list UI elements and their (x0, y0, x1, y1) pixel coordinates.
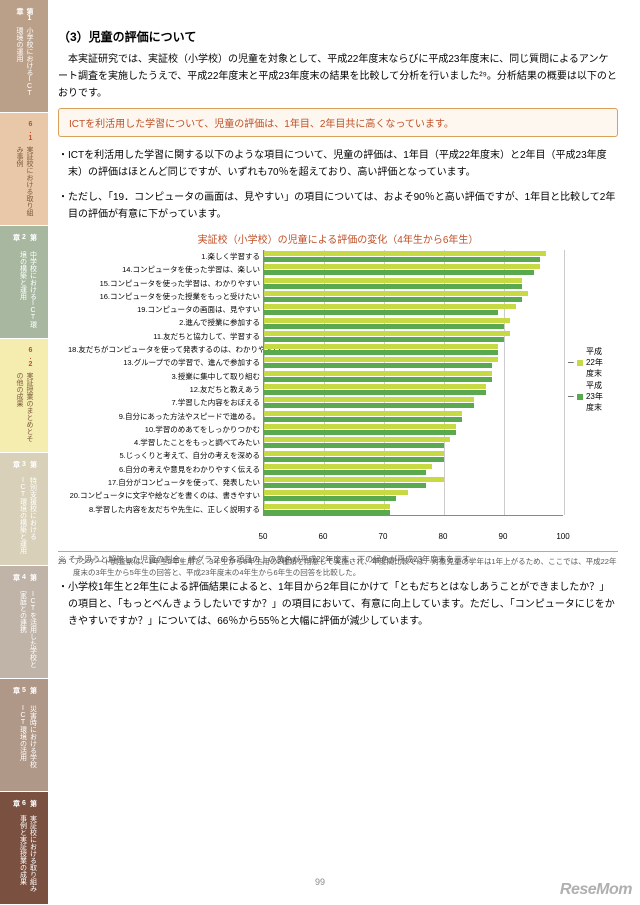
bar-year23 (264, 403, 474, 408)
bar-label: 8.学習した内容を友だちや先生に、正しく説明する (68, 503, 263, 516)
bar-label: 5.じっくりと考えて、自分の考えを深める (68, 449, 263, 462)
bar-year23 (264, 496, 396, 501)
bar-year22 (264, 304, 516, 309)
bar-label: 1.楽しく学習する (68, 250, 263, 263)
bar-year23 (264, 257, 540, 262)
watermark-logo: ReseMom (560, 881, 632, 899)
bar-label: 20.コンピュータに文字や絵などを書くのは、書きやすい (68, 489, 263, 502)
bar-year23 (264, 483, 426, 488)
page-number: 99 (315, 877, 325, 887)
chapter-tab[interactable]: 第1章小学校におけるICT環境の運用 (0, 0, 48, 113)
bar-year22 (264, 397, 474, 402)
chapter-tab[interactable]: 第5章災害時における学校ICT環境の活用 (0, 679, 48, 792)
chart-legend: ─平成22年度末─平成23年度末 (568, 345, 608, 414)
bar-year23 (264, 337, 504, 342)
chapter-tab[interactable]: 第6章実証校における取り組み事例と実証授業の成果 (0, 792, 48, 905)
page-content: （3）児童の評価について 本実証研究では、実証校（小学校）の児童を対象として、平… (58, 28, 618, 638)
bar-year22 (264, 490, 408, 495)
footnote-text: 29 アンケート調査票は、1年生2年生用と、3年生から6年生用の2種類を用意して… (58, 556, 618, 579)
x-tick: 80 (439, 532, 448, 541)
bar-label: 2.進んで授業に参加する (68, 316, 263, 329)
bar-year22 (264, 504, 390, 509)
bar-year23 (264, 377, 492, 382)
chart-title: 実証校（小学校）の児童による評価の変化（4年生から6年生） (58, 231, 618, 246)
bar-year22 (264, 278, 522, 283)
bar-year22 (264, 424, 456, 429)
bar-year23 (264, 310, 498, 315)
bar-year22 (264, 411, 462, 416)
bar-year22 (264, 464, 432, 469)
x-tick: 70 (379, 532, 388, 541)
bar-label: 14.コンピュータを使った学習は、楽しい (68, 263, 263, 276)
bar-label: 16.コンピュータを使った授業をもっと受けたい (68, 290, 263, 303)
section-tab[interactable]: 6.2実証授業のまとめとその他の成果 (0, 339, 48, 452)
bar-year23 (264, 324, 504, 329)
bar-year22 (264, 291, 528, 296)
bar-year22 (264, 451, 444, 456)
bar-label: 6.自分の考えや意見をわかりやすく伝える (68, 463, 263, 476)
bullet-item: ・小学校1年生と2年生による評価結果によると、1年目から2年目にかけて「ともだち… (58, 579, 618, 630)
bar-label: 17.自分がコンピュータを使って、発表したい (68, 476, 263, 489)
bar-label: 3.授業に集中して取り組む (68, 370, 263, 383)
bar-year23 (264, 430, 456, 435)
bar-year22 (264, 264, 540, 269)
bar-year23 (264, 417, 462, 422)
bar-year23 (264, 284, 522, 289)
bar-year23 (264, 443, 444, 448)
bar-year23 (264, 470, 426, 475)
highlight-box: ICTを利活用した学習について、児童の評価は、1年目、2年目共に高くなっています… (58, 108, 618, 137)
bar-year23 (264, 270, 534, 275)
bar-year22 (264, 371, 492, 376)
bar-year22 (264, 331, 510, 336)
section-title: （3）児童の評価について (58, 28, 618, 45)
bar-year22 (264, 344, 498, 349)
section-tab[interactable]: 6.1実証校における取り組み事例 (0, 113, 48, 226)
bar-label: 15.コンピュータを使った学習は、わかりやすい (68, 277, 263, 290)
chapter-tab[interactable]: 第3章特別支援校におけるICT環境の構築と運用 (0, 453, 48, 566)
bar-label: 11.友だちと協力して、学習する (68, 330, 263, 343)
bar-year22 (264, 318, 510, 323)
bar-year23 (264, 297, 522, 302)
bar-year22 (264, 251, 546, 256)
bar-label: 9.自分にあった方法やスピードで進める。 (68, 410, 263, 423)
bar-year22 (264, 357, 498, 362)
horizontal-bar-chart: 1.楽しく学習する14.コンピュータを使った学習は、楽しい15.コンピュータを使… (68, 250, 608, 550)
bar-label: 19.コンピュータの画面は、見やすい (68, 303, 263, 316)
chapter-tab[interactable]: 第4章ICTを活用した学校と家庭との連携 (0, 566, 48, 679)
bar-year23 (264, 350, 498, 355)
footnote-area: 29 アンケート調査票は、1年生2年生用と、3年生から6年生用の2種類を用意して… (58, 551, 618, 579)
chapter-sidebar: 第1章小学校におけるICT環境の運用6.1実証校における取り組み事例第2章中学校… (0, 0, 48, 905)
x-tick: 90 (499, 532, 508, 541)
bar-label: 4.学習したことをもっと調べてみたい (68, 436, 263, 449)
legend-item: ─平成23年度末 (568, 380, 608, 413)
bar-label: 18.友だちがコンピュータを使って発表するのは、わかりやすい (68, 343, 263, 356)
bar-year23 (264, 510, 390, 515)
bullet-list-bottom: ・小学校1年生と2年生による評価結果によると、1年目から2年目にかけて「ともだち… (58, 579, 618, 630)
bar-year23 (264, 363, 492, 368)
bar-year22 (264, 477, 444, 482)
bullet-list-top: ・ICTを利活用した学習に関する以下のような項目について、児童の評価は、1年目（… (58, 147, 618, 223)
x-tick: 60 (319, 532, 328, 541)
bar-label: 12.友だちと教えあう (68, 383, 263, 396)
bar-label: 10.学習のめあてをしっかりつかむ (68, 423, 263, 436)
x-tick: 100 (556, 532, 569, 541)
bar-label: 13.グループでの学習で、進んで参加する (68, 356, 263, 369)
bullet-item: ・ICTを利活用した学習に関する以下のような項目について、児童の評価は、1年目（… (58, 147, 618, 181)
chapter-tab[interactable]: 第2章中学校におけるICT環境の構築と運用 (0, 226, 48, 339)
bar-year23 (264, 390, 486, 395)
bullet-item: ・ただし、「19．コンピュータの画面は、見やすい」の項目については、およそ90％… (58, 189, 618, 223)
bar-year22 (264, 384, 486, 389)
bar-year22 (264, 437, 450, 442)
x-tick: 50 (259, 532, 268, 541)
intro-paragraph: 本実証研究では、実証校（小学校）の児童を対象として、平成22年度末ならびに平成2… (58, 51, 618, 102)
bar-year23 (264, 457, 444, 462)
legend-item: ─平成22年度末 (568, 346, 608, 379)
bar-label: 7.学習した内容をおぼえる (68, 396, 263, 409)
